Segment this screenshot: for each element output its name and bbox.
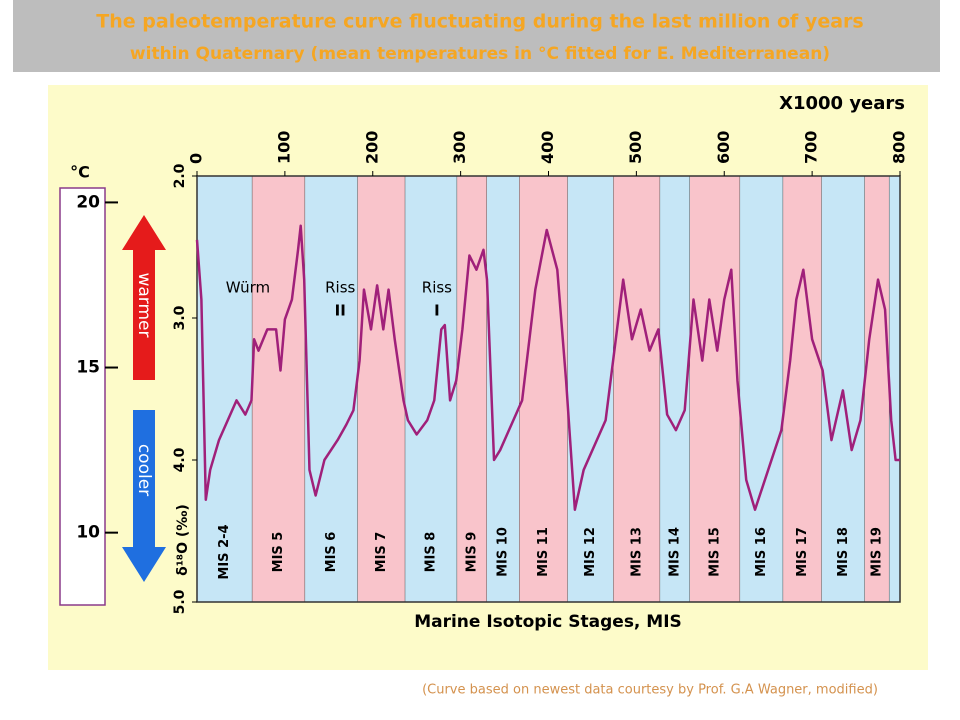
x-tick-label: 300 bbox=[450, 131, 469, 164]
x-tick-label: 600 bbox=[714, 131, 733, 164]
temperature-box bbox=[59, 187, 106, 606]
stage-label: MIS 19 bbox=[870, 527, 885, 577]
stage-band bbox=[457, 176, 487, 602]
y-tick-label: 2.0 bbox=[172, 163, 188, 188]
stage-axis-label: Marine Isotopic Stages, MIS bbox=[414, 612, 682, 632]
x-tick-label: 400 bbox=[538, 131, 557, 164]
y2-tick-label: 20 bbox=[76, 192, 100, 212]
stage-label: MIS 18 bbox=[836, 527, 851, 577]
y-tick-label: 4.0 bbox=[172, 447, 188, 472]
stage-band bbox=[689, 176, 741, 602]
stage-label: MIS 14 bbox=[668, 527, 683, 577]
chart-subtitle: within Quaternary (mean temperatures in … bbox=[130, 44, 830, 64]
y2-tick-label: 15 bbox=[76, 358, 100, 378]
annotation: II bbox=[335, 302, 346, 320]
stage-band bbox=[864, 176, 890, 602]
stage-label: MIS 17 bbox=[795, 527, 810, 577]
y2-tick-label: 10 bbox=[76, 523, 100, 543]
stage-label: MIS 13 bbox=[629, 527, 644, 577]
stage-band bbox=[889, 176, 900, 602]
annotation: Riss bbox=[422, 279, 452, 297]
stage-label: MIS 11 bbox=[536, 527, 551, 577]
y-tick-label: 5.0 bbox=[172, 589, 188, 614]
stage-label: MIS 15 bbox=[708, 527, 723, 577]
stage-label: MIS 6 bbox=[324, 532, 339, 573]
stage-label: MIS 9 bbox=[465, 532, 480, 573]
annotation: Würm bbox=[226, 279, 270, 297]
title-bar bbox=[13, 0, 940, 72]
cooler-arrow bbox=[122, 410, 166, 582]
y2-axis-label: °C bbox=[70, 163, 90, 182]
stage-band bbox=[821, 176, 865, 602]
stage-label: MIS 5 bbox=[271, 532, 286, 573]
stage-band bbox=[783, 176, 822, 602]
stage-band bbox=[357, 176, 406, 602]
y-tick-label: 3.0 bbox=[172, 305, 188, 330]
x-tick-label: 800 bbox=[890, 131, 909, 164]
y-axis-label: δ¹⁸O (‰) bbox=[175, 504, 191, 576]
x-tick-label: 0 bbox=[187, 153, 206, 164]
stage-label: MIS 8 bbox=[424, 532, 439, 573]
cooler-label: cooler bbox=[134, 444, 154, 496]
x-tick-label: 200 bbox=[362, 131, 381, 164]
curve bbox=[195, 224, 900, 511]
stage-band bbox=[613, 176, 661, 602]
annotation: Riss bbox=[325, 279, 355, 297]
x-tick-label: 700 bbox=[802, 131, 821, 164]
stage-label: MIS 12 bbox=[583, 527, 598, 577]
credit: (Curve based on newest data courtesy by … bbox=[422, 683, 878, 698]
stage-band bbox=[740, 176, 784, 602]
stage-band bbox=[252, 176, 306, 602]
stage-label: MIS 10 bbox=[496, 527, 511, 577]
x-tick-label: 100 bbox=[274, 131, 293, 164]
stage-label: MIS 7 bbox=[374, 532, 389, 573]
stage-band bbox=[567, 176, 614, 602]
x-tick-label: 500 bbox=[626, 131, 645, 164]
chart-title: The paleotemperature curve fluctuating d… bbox=[96, 11, 863, 33]
annotation: I bbox=[434, 302, 440, 320]
warmer-label: warmer bbox=[134, 272, 154, 337]
stage-band bbox=[197, 176, 253, 602]
stage-band bbox=[305, 176, 358, 602]
stage-label: MIS 2-4 bbox=[217, 524, 232, 579]
warmer-arrow bbox=[122, 215, 166, 380]
x-axis-label: X1000 years bbox=[779, 93, 905, 114]
stage-label: MIS 16 bbox=[754, 527, 769, 577]
